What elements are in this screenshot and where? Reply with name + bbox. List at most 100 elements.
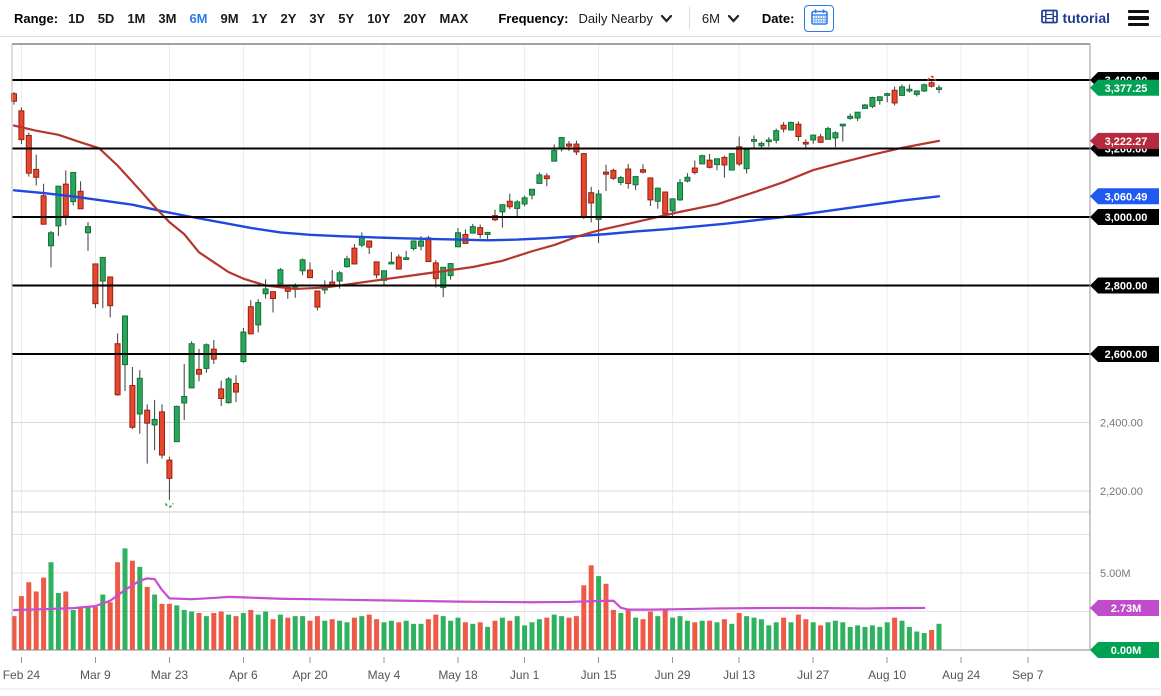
volume-bar (307, 620, 313, 650)
calendar-button[interactable] (804, 4, 835, 32)
chevron-down-icon (727, 11, 740, 26)
volume-bar (403, 620, 409, 650)
volume-bar (418, 623, 424, 650)
candle-down (247, 306, 254, 335)
volume-bar (18, 596, 24, 650)
volume-badge-bg (1090, 642, 1159, 658)
volume-bar (536, 619, 542, 650)
range-option-6m[interactable]: 6M (189, 10, 208, 26)
range-label: Range: (14, 10, 59, 26)
candle-down (588, 192, 595, 204)
volume-bar (781, 617, 787, 650)
candle-up (521, 197, 528, 205)
date-label: Mar 23 (151, 668, 189, 682)
period-dropdown[interactable]: 6M (702, 11, 740, 26)
date-label: Apr 6 (229, 668, 258, 682)
volume-badge: 0.00M (1090, 642, 1159, 658)
volume-bar (218, 611, 224, 650)
price-chart-canvas[interactable]: 2,400.002,200.005.00M3,400.003,200.003,0… (0, 37, 1161, 696)
candle-up (99, 256, 106, 282)
volume-bar (411, 623, 417, 650)
volume-badge-bg (1090, 599, 1159, 616)
price-badge-text: 3,222.27 (1105, 136, 1148, 148)
volume-bar (559, 616, 565, 650)
candle-up (825, 128, 831, 140)
range-option-max[interactable]: MAX (439, 10, 469, 26)
range-option-20y[interactable]: 20Y (403, 10, 427, 26)
candle-down (92, 263, 99, 305)
candle-down (691, 167, 698, 173)
volume-bar (366, 614, 372, 650)
candle-up (751, 139, 757, 142)
candle-down (62, 183, 69, 217)
frequency-dropdown[interactable]: Daily Nearby (578, 11, 672, 26)
candle-down (270, 291, 276, 300)
volume-bar (551, 614, 557, 650)
candle-down (233, 382, 239, 393)
menu-icon[interactable] (1128, 9, 1149, 27)
volume-bar (625, 608, 631, 650)
candle-up (810, 134, 817, 141)
volume-bar (196, 613, 202, 650)
volume-bar (166, 603, 172, 650)
candle-up (388, 261, 395, 265)
volume-bar (662, 609, 668, 650)
volume-bar (818, 625, 824, 650)
range-option-1m[interactable]: 1M (127, 10, 146, 26)
range-option-3y[interactable]: 3Y (309, 10, 326, 26)
candle-up (714, 158, 720, 166)
volume-bar (522, 625, 528, 650)
volume-bar (729, 623, 735, 650)
price-badge-bg (1090, 209, 1159, 225)
date-label: Aug 10 (868, 668, 906, 682)
volume-bar (862, 626, 868, 650)
range-option-3m[interactable]: 3M (158, 10, 177, 26)
volume-bar (477, 622, 483, 650)
range-option-2y[interactable]: 2Y (280, 10, 297, 26)
volume-bar (455, 617, 461, 650)
candle-down (366, 240, 373, 248)
volume-bar (773, 622, 779, 650)
range-option-9m[interactable]: 9M (220, 10, 239, 26)
candle-down (18, 110, 25, 141)
volume-bar (144, 586, 150, 650)
candle-down (795, 123, 802, 138)
low-marker-icon (164, 502, 175, 508)
price-badge-bg (1090, 188, 1159, 205)
range-option-10y[interactable]: 10Y (367, 10, 391, 26)
high-marker-icon (926, 75, 937, 81)
volume-bar (285, 617, 291, 650)
range-option-5d[interactable]: 5D (97, 10, 115, 26)
volume-bar (825, 622, 831, 650)
candle-down (373, 261, 380, 276)
range-option-1d[interactable]: 1D (68, 10, 85, 26)
volume-bar (137, 566, 143, 650)
range-option-1y[interactable]: 1Y (251, 10, 268, 26)
candle-up (277, 269, 284, 285)
candle-up (240, 331, 247, 363)
tutorial-link[interactable]: tutorial (1040, 9, 1110, 27)
price-badge-text: 3,000.00 (1105, 212, 1148, 224)
candle-up (440, 266, 447, 289)
film-icon (1040, 9, 1058, 27)
volume-badge-text: 0.00M (1111, 645, 1142, 657)
volume-bar (396, 622, 402, 650)
volume-bar (248, 609, 254, 650)
moving-average-red (12, 124, 941, 291)
candle-up (469, 226, 476, 234)
volume-bar (670, 617, 676, 650)
range-options: 1D 5D 1M 3M 6M 9M 1Y 2Y 3Y 5Y 10Y 20Y MAX (68, 11, 468, 26)
volume-bar (448, 620, 454, 650)
candle-up (299, 259, 306, 272)
candle-down (625, 168, 632, 184)
volume-bar (55, 593, 61, 650)
candle-down (307, 269, 313, 279)
candle-up (677, 182, 683, 201)
range-option-5y[interactable]: 5Y (338, 10, 355, 26)
volume-bar (618, 613, 624, 650)
volume-bar (492, 620, 498, 650)
axis-labels: 2,400.00 2,200.00 5.00M (1100, 418, 1143, 581)
candle-up (728, 153, 735, 171)
volume-bar (877, 626, 883, 650)
volume-bar (544, 617, 550, 650)
